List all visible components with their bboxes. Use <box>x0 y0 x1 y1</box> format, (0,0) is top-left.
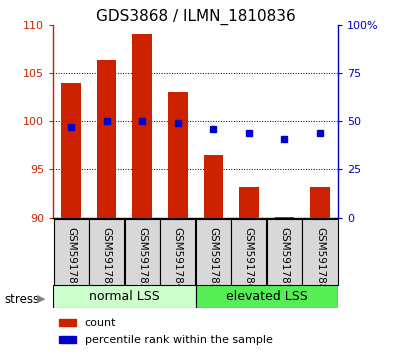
Text: normal LSS: normal LSS <box>89 290 160 303</box>
FancyBboxPatch shape <box>160 219 196 285</box>
FancyBboxPatch shape <box>231 219 267 285</box>
Text: GSM591788: GSM591788 <box>315 227 325 291</box>
FancyBboxPatch shape <box>196 219 231 285</box>
Bar <box>168 92 188 218</box>
Bar <box>132 34 152 218</box>
Bar <box>59 319 76 326</box>
Bar <box>275 217 294 218</box>
FancyBboxPatch shape <box>267 219 302 285</box>
Text: percentile rank within the sample: percentile rank within the sample <box>85 335 273 345</box>
Bar <box>61 82 81 218</box>
Text: GSM591781: GSM591781 <box>66 227 76 291</box>
FancyBboxPatch shape <box>53 219 89 285</box>
FancyBboxPatch shape <box>89 219 124 285</box>
Title: GDS3868 / ILMN_1810836: GDS3868 / ILMN_1810836 <box>96 8 295 25</box>
Text: count: count <box>85 318 116 328</box>
Bar <box>203 155 223 218</box>
Text: stress: stress <box>4 293 39 306</box>
Text: GSM591782: GSM591782 <box>102 227 112 291</box>
Bar <box>97 61 117 218</box>
Bar <box>310 187 330 218</box>
Text: GSM591786: GSM591786 <box>244 227 254 291</box>
FancyBboxPatch shape <box>196 285 338 308</box>
Text: ▶: ▶ <box>37 294 46 304</box>
Text: GSM591787: GSM591787 <box>279 227 290 291</box>
FancyBboxPatch shape <box>53 285 196 308</box>
Text: elevated LSS: elevated LSS <box>226 290 307 303</box>
Text: GSM591784: GSM591784 <box>173 227 183 291</box>
Text: GSM591785: GSM591785 <box>208 227 218 291</box>
FancyBboxPatch shape <box>124 219 160 285</box>
Bar <box>59 336 76 343</box>
Text: GSM591783: GSM591783 <box>137 227 147 291</box>
Bar <box>239 187 259 218</box>
FancyBboxPatch shape <box>302 219 338 285</box>
